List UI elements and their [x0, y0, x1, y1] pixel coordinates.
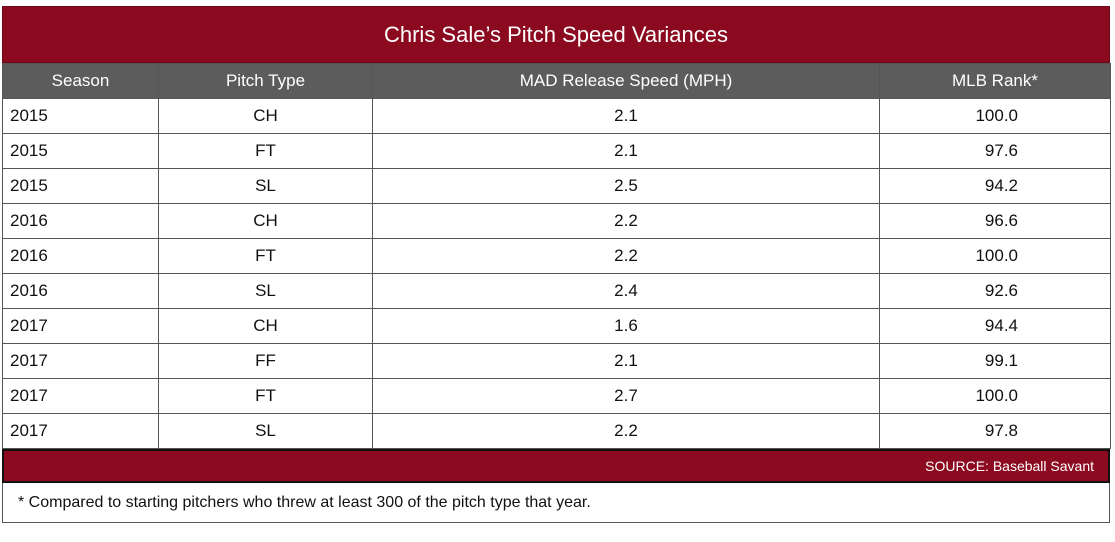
header-season: Season	[2, 63, 159, 99]
cell-mlb-rank: 96.6	[879, 203, 1111, 239]
table-row: 2017 SL 2.2 97.8	[2, 413, 1111, 449]
cell-pitch-type: FT	[158, 133, 373, 169]
cell-mlb-rank: 94.2	[879, 168, 1111, 204]
source-label: SOURCE: Baseball Savant	[925, 458, 1094, 474]
cell-pitch-type: SL	[158, 168, 373, 204]
cell-mad-release-speed: 2.5	[372, 168, 880, 204]
table-row: 2017 FT 2.7 100.0	[2, 378, 1111, 414]
table-title: Chris Sale’s Pitch Speed Variances	[2, 6, 1110, 63]
cell-mad-release-speed: 2.1	[372, 133, 880, 169]
cell-mad-release-speed: 2.4	[372, 273, 880, 309]
table-row: 2016 SL 2.4 92.6	[2, 273, 1111, 309]
header-pitch-type: Pitch Type	[158, 63, 373, 99]
cell-pitch-type: CH	[158, 308, 373, 344]
cell-mlb-rank: 97.8	[879, 413, 1111, 449]
header-mlb-rank: MLB Rank*	[879, 63, 1111, 99]
cell-pitch-type: FT	[158, 238, 373, 274]
cell-season: 2016	[2, 203, 159, 239]
cell-mad-release-speed: 1.6	[372, 308, 880, 344]
cell-mlb-rank: 97.6	[879, 133, 1111, 169]
footnote: * Compared to starting pitchers who thre…	[2, 483, 1110, 523]
table-header-row: Season Pitch Type MAD Release Speed (MPH…	[2, 63, 1111, 99]
cell-pitch-type: SL	[158, 273, 373, 309]
cell-mlb-rank: 94.4	[879, 308, 1111, 344]
pitch-speed-table-container: Chris Sale’s Pitch Speed Variances Seaso…	[2, 6, 1111, 523]
cell-mad-release-speed: 2.7	[372, 378, 880, 414]
table-row: 2016 CH 2.2 96.6	[2, 203, 1111, 239]
cell-pitch-type: CH	[158, 203, 373, 239]
cell-mlb-rank: 100.0	[879, 378, 1111, 414]
cell-pitch-type: CH	[158, 98, 373, 134]
cell-season: 2015	[2, 168, 159, 204]
cell-season: 2017	[2, 343, 159, 379]
table-row: 2016 FT 2.2 100.0	[2, 238, 1111, 274]
cell-mlb-rank: 92.6	[879, 273, 1111, 309]
cell-mad-release-speed: 2.1	[372, 343, 880, 379]
table-row: 2017 FF 2.1 99.1	[2, 343, 1111, 379]
cell-mad-release-speed: 2.2	[372, 203, 880, 239]
cell-season: 2015	[2, 133, 159, 169]
source-bar: SOURCE: Baseball Savant	[2, 449, 1110, 483]
cell-season: 2015	[2, 98, 159, 134]
cell-season: 2017	[2, 413, 159, 449]
cell-season: 2017	[2, 308, 159, 344]
table-body: 2015 CH 2.1 100.0 2015 FT 2.1 97.6 2015 SL 2.5 94.2…	[2, 98, 1111, 449]
table-row: 2015 FT 2.1 97.6	[2, 133, 1111, 169]
table-row: 2017 CH 1.6 94.4	[2, 308, 1111, 344]
cell-mad-release-speed: 2.1	[372, 98, 880, 134]
cell-season: 2017	[2, 378, 159, 414]
pitch-speed-table: Season Pitch Type MAD Release Speed (MPH…	[2, 63, 1111, 449]
cell-mlb-rank: 100.0	[879, 98, 1111, 134]
table-row: 2015 CH 2.1 100.0	[2, 98, 1111, 134]
cell-season: 2016	[2, 273, 159, 309]
table-row: 2015 SL 2.5 94.2	[2, 168, 1111, 204]
cell-pitch-type: FT	[158, 378, 373, 414]
cell-mlb-rank: 100.0	[879, 238, 1111, 274]
cell-pitch-type: FF	[158, 343, 373, 379]
cell-mad-release-speed: 2.2	[372, 413, 880, 449]
cell-mlb-rank: 99.1	[879, 343, 1111, 379]
header-mad-release-speed: MAD Release Speed (MPH)	[372, 63, 880, 99]
cell-season: 2016	[2, 238, 159, 274]
cell-pitch-type: SL	[158, 413, 373, 449]
cell-mad-release-speed: 2.2	[372, 238, 880, 274]
